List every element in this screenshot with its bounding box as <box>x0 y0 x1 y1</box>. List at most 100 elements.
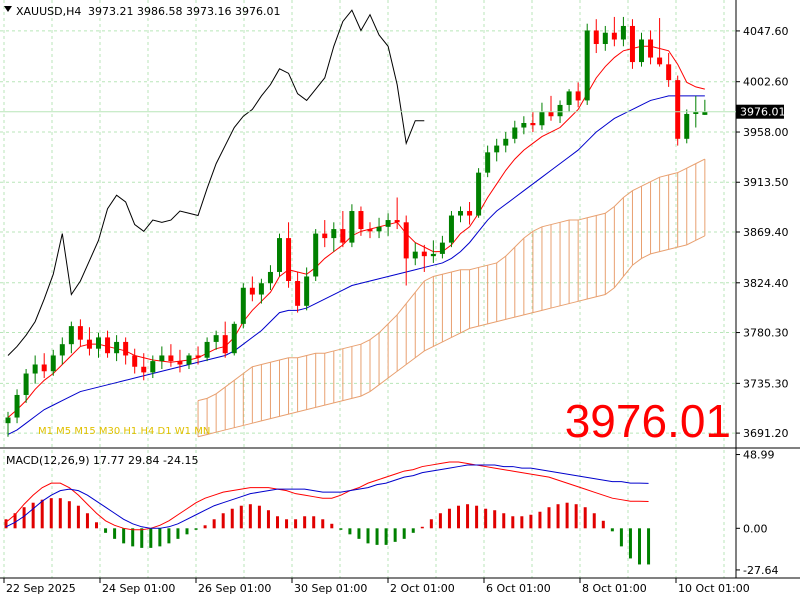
macd-histogram-bar <box>502 513 506 529</box>
macd-histogram-bar <box>113 528 117 539</box>
candle-body <box>231 323 237 354</box>
macd-histogram-bar <box>592 513 596 529</box>
candle-body <box>249 287 255 295</box>
macd-histogram-bar <box>447 508 451 529</box>
macd-histogram-bar <box>58 498 62 529</box>
macd-histogram-bar <box>647 528 651 565</box>
candle-body <box>258 283 264 295</box>
candle-body <box>96 337 101 349</box>
candle-body <box>150 361 156 373</box>
triangle-down-icon[interactable] <box>4 6 12 12</box>
candle-body <box>141 366 147 373</box>
time-tick-label: 24 Sep 01:00 <box>102 582 175 595</box>
price-tick-label: 3824.40 <box>743 277 789 290</box>
macd-histogram-bar <box>85 513 89 529</box>
candle-body <box>602 32 608 45</box>
macd-tick-label: -27.64 <box>743 564 778 577</box>
candle-body <box>213 335 219 342</box>
candle-body <box>322 233 328 239</box>
candle-body <box>539 111 545 126</box>
candle-body <box>123 341 129 356</box>
macd-histogram-bar <box>285 519 289 529</box>
macd-histogram-bar <box>248 504 252 529</box>
candle-body <box>159 355 165 362</box>
macd-histogram-bar <box>104 528 108 533</box>
candle-body <box>59 344 65 356</box>
macd-histogram-bar <box>167 528 171 544</box>
candle-body <box>77 326 83 340</box>
macd-histogram-bar <box>4 519 8 529</box>
macd-histogram-bar <box>122 528 126 544</box>
candle-body <box>593 30 599 45</box>
candle-body <box>105 337 111 354</box>
macd-tick-label: 0.00 <box>743 522 768 535</box>
macd-histogram-bar <box>131 528 135 547</box>
macd-histogram-bar <box>547 507 551 529</box>
candle-body <box>494 145 500 153</box>
macd-histogram-bar <box>49 498 53 529</box>
senkou-span-b <box>197 235 706 438</box>
candle-body <box>177 361 183 365</box>
candle-body <box>702 111 708 115</box>
macd-histogram-bar <box>420 526 424 529</box>
candle-body <box>186 355 192 365</box>
macd-histogram-bar <box>266 510 270 529</box>
candle-body <box>675 80 681 139</box>
macd-histogram-bar <box>276 516 279 529</box>
ohlc-values: 3973.21 3986.58 3973.16 3976.01 <box>88 5 280 18</box>
macd-histogram-bar <box>538 511 542 529</box>
macd-histogram-bar <box>384 528 388 545</box>
macd-title: MACD(12,26,9) 17.77 29.84 -24.15 <box>6 454 198 467</box>
candle-body <box>566 91 572 105</box>
macd-histogram-bar <box>40 499 44 529</box>
candle-body <box>684 113 690 139</box>
price-tick-label: 3869.40 <box>743 226 789 239</box>
macd-histogram-bar <box>366 528 370 544</box>
candle-body <box>548 111 554 117</box>
candle-body <box>666 64 672 81</box>
macd-histogram-bar <box>601 520 605 529</box>
macd-histogram-bar <box>257 505 261 529</box>
candle-body <box>32 364 38 374</box>
candle-body <box>648 39 654 58</box>
price-tick-label: 4002.60 <box>743 76 789 89</box>
price-tick-label: 3958.00 <box>743 126 789 139</box>
candle-body <box>394 220 400 223</box>
macd-histogram-bar <box>176 528 180 539</box>
time-tick-label: 30 Sep 01:00 <box>294 582 367 595</box>
macd-histogram-bar <box>565 502 569 529</box>
price-tick-label: 4047.60 <box>743 25 789 38</box>
price-tick-label: 3691.20 <box>743 427 789 440</box>
candle-body <box>521 123 527 128</box>
macd-histogram-bar <box>140 528 144 548</box>
candle-body <box>267 271 273 284</box>
big-price-display: 3976.01 <box>565 395 731 447</box>
price-tick-label: 3780.30 <box>743 327 789 340</box>
current-price-label: 3976.01 <box>740 106 786 119</box>
candle-body <box>295 280 301 306</box>
candle-body <box>50 355 56 372</box>
macd-histogram-bar <box>158 528 162 547</box>
macd-histogram-bar <box>493 510 497 529</box>
ichimoku-cloud <box>197 158 706 438</box>
candle-body <box>86 339 92 349</box>
time-tick-label: 2 Oct 01:00 <box>390 582 455 595</box>
macd-histogram-bar <box>556 504 560 529</box>
candle-body <box>349 211 355 243</box>
candle-body <box>557 104 563 117</box>
candle-body <box>340 229 346 243</box>
candle-body <box>222 335 228 354</box>
candle-body <box>476 172 482 216</box>
macd-histogram-bar <box>466 504 470 529</box>
macd-histogram-bar <box>457 505 460 529</box>
candle-body <box>403 222 409 259</box>
macd-histogram-bar <box>438 513 442 529</box>
macd-histogram-bar <box>294 519 298 529</box>
macd-axis: 48.99 0.00 -27.64 <box>736 449 778 577</box>
macd-histogram-bar <box>638 528 641 565</box>
macd-histogram-bar <box>375 528 379 545</box>
timeframe-label: M1 M5 M15 M30 H1 H4 D1 W1 MN <box>38 426 210 437</box>
candle-body <box>611 32 617 40</box>
